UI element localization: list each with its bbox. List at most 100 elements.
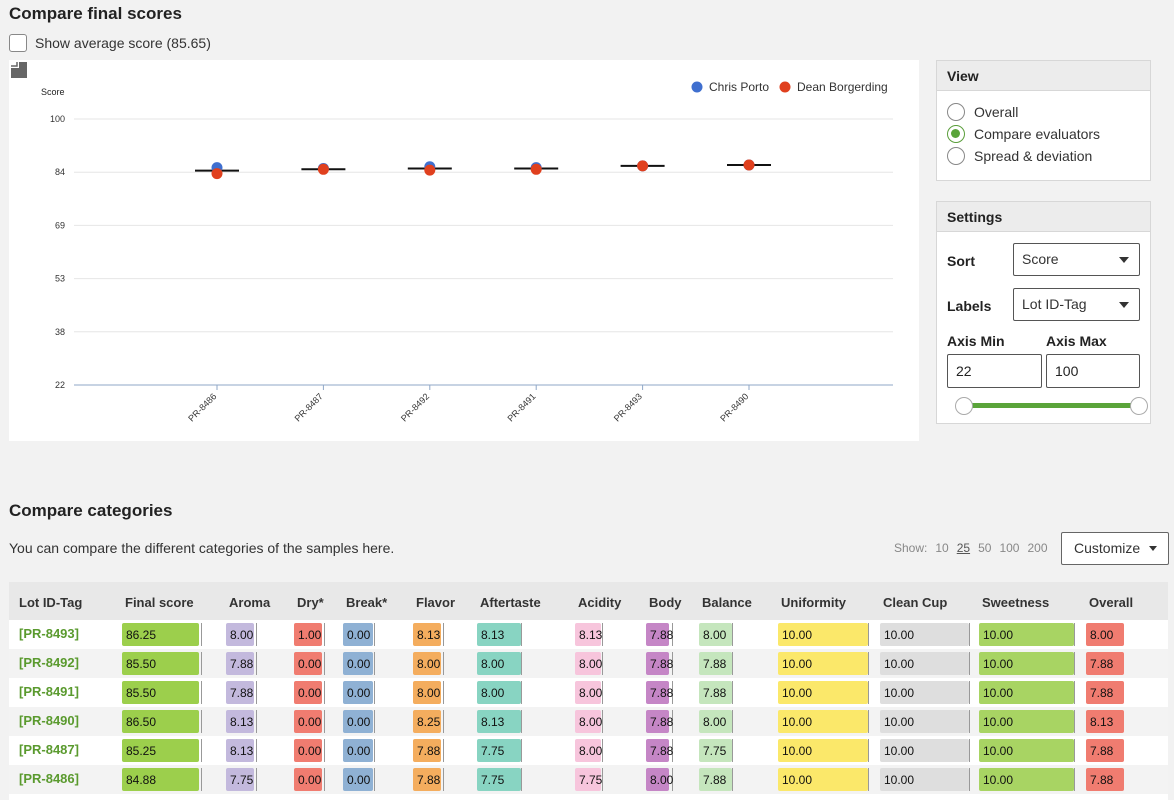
score-bar-track <box>413 710 444 733</box>
export-icon[interactable] <box>9 60 29 80</box>
column-header[interactable]: Overall <box>1089 595 1134 610</box>
column-header[interactable]: Sweetness <box>982 595 1050 610</box>
score-bar <box>778 768 868 791</box>
score-value: 7.88 <box>230 657 254 671</box>
score-bar <box>699 681 732 704</box>
score-value: 10.00 <box>782 773 813 787</box>
score-value: 8.00 <box>1090 628 1114 642</box>
column-header[interactable]: Clean Cup <box>883 595 948 610</box>
score-bar <box>575 623 601 646</box>
score-bar-track <box>122 768 202 791</box>
page-size-25[interactable]: 25 <box>956 541 971 555</box>
score-value: 0.00 <box>298 744 322 758</box>
show-average-toggle[interactable]: Show average score (85.65) <box>9 34 211 52</box>
lot-id-link[interactable]: [PR-8492] <box>19 655 79 670</box>
view-option-compare-evaluators[interactable]: Compare evaluators <box>947 123 1150 145</box>
customize-button[interactable]: Customize <box>1061 532 1169 565</box>
page-size-selector: Show: 10 25 50 100 200 <box>894 541 1048 555</box>
score-bar <box>646 623 669 646</box>
score-value: 8.00 <box>703 715 727 729</box>
score-value: 10.00 <box>983 628 1014 642</box>
legend-marker <box>691 81 703 93</box>
page-size-100[interactable]: 100 <box>999 541 1020 555</box>
score-bar <box>226 739 254 762</box>
column-header[interactable]: Balance <box>702 595 752 610</box>
page-size-10[interactable]: 10 <box>935 541 949 555</box>
column-header[interactable]: Dry* <box>297 595 324 610</box>
score-value: 8.13 <box>417 628 441 642</box>
score-bar-track <box>575 652 603 675</box>
legend-marker <box>779 81 791 93</box>
score-bar-track <box>294 710 325 733</box>
radio-icon[interactable] <box>947 103 965 121</box>
lot-id-link[interactable]: [PR-8487] <box>19 742 79 757</box>
column-header[interactable]: Final score <box>125 595 194 610</box>
score-value: 7.75 <box>481 773 505 787</box>
column-header[interactable]: Uniformity <box>781 595 846 610</box>
score-bar <box>294 739 322 762</box>
categories-title: Compare categories <box>9 501 173 520</box>
score-value: 7.88 <box>230 686 254 700</box>
score-bar <box>294 681 322 704</box>
page-size-200[interactable]: 200 <box>1027 541 1048 555</box>
page-size-50[interactable]: 50 <box>978 541 992 555</box>
score-value: 0.00 <box>298 773 322 787</box>
score-value: 10.00 <box>983 773 1014 787</box>
legend-label: Dean Borgerding <box>797 80 888 94</box>
lot-id-link[interactable]: [PR-8493] <box>19 626 79 641</box>
score-bar <box>778 710 868 733</box>
score-bar-track <box>575 623 603 646</box>
score-bar-track <box>880 652 970 675</box>
column-header[interactable]: Aroma <box>229 595 271 610</box>
score-bar-track <box>343 652 375 675</box>
axis-max-input[interactable]: 100 <box>1046 354 1140 388</box>
column-header[interactable]: Acidity <box>578 595 622 610</box>
score-value: 8.13 <box>481 628 505 642</box>
view-option-overall[interactable]: Overall <box>947 101 1150 123</box>
axis-range-slider[interactable] <box>963 403 1138 408</box>
column-header[interactable]: Aftertaste <box>480 595 541 610</box>
show-average-checkbox[interactable] <box>9 34 27 52</box>
score-bar <box>413 623 441 646</box>
score-bar-track <box>477 768 522 791</box>
score-bar <box>1086 710 1124 733</box>
lot-id-link[interactable]: [PR-8490] <box>19 713 79 728</box>
lot-id-link[interactable]: [PR-8486] <box>19 771 79 786</box>
categories-subtitle: You can compare the different categories… <box>9 540 395 556</box>
score-value: 7.75 <box>703 744 727 758</box>
score-value: 7.88 <box>1090 686 1114 700</box>
score-bar-track <box>294 739 325 762</box>
score-bar-track <box>413 681 444 704</box>
y-axis-label: Score <box>41 87 65 97</box>
score-value: 85.50 <box>126 686 157 700</box>
column-header[interactable]: Lot ID-Tag <box>19 595 83 610</box>
radio-selected-icon[interactable] <box>947 125 965 143</box>
axis-max-handle[interactable] <box>1130 397 1148 415</box>
show-label: Show: <box>894 541 928 555</box>
column-header[interactable]: Break* <box>346 595 388 610</box>
score-value: 8.00 <box>579 686 603 700</box>
score-bar-track <box>646 681 673 704</box>
view-option-spread-deviation[interactable]: Spread & deviation <box>947 145 1150 167</box>
column-header[interactable]: Flavor <box>416 595 456 610</box>
radio-icon[interactable] <box>947 147 965 165</box>
score-bar-track <box>122 623 202 646</box>
score-bar <box>1086 623 1124 646</box>
score-value: 10.00 <box>782 657 813 671</box>
score-value: 0.00 <box>347 628 371 642</box>
axis-min-handle[interactable] <box>955 397 973 415</box>
axis-min-input[interactable]: 22 <box>947 354 1042 388</box>
table-row: [PR-8491] 85.50 7.88 0.00 0.00 8.00 8.00 8.00 7.… <box>9 678 1168 707</box>
score-bar <box>343 768 373 791</box>
score-bar <box>575 739 601 762</box>
labels-select[interactable]: Lot ID-Tag <box>1013 288 1140 321</box>
chevron-down-icon <box>1119 257 1129 263</box>
table-row: [PR-8486] 84.88 7.75 0.00 0.00 7.88 7.75 7.75 8.… <box>9 765 1168 794</box>
score-bar-track <box>880 681 970 704</box>
sort-select[interactable]: Score <box>1013 243 1140 276</box>
score-value: 0.00 <box>298 686 322 700</box>
column-header[interactable]: Body <box>649 595 682 610</box>
score-bar-track <box>646 623 673 646</box>
data-point-dean-borgerding <box>211 168 223 180</box>
lot-id-link[interactable]: [PR-8491] <box>19 684 79 699</box>
